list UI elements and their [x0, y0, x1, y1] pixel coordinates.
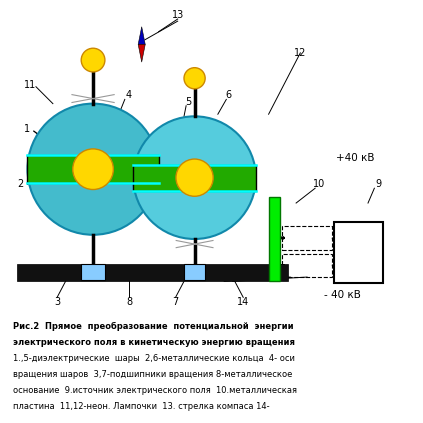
Text: 14: 14 [237, 297, 249, 307]
Circle shape [73, 149, 113, 190]
Bar [81, 264, 104, 280]
Text: 2: 2 [17, 179, 23, 189]
Text: 1.,5-диэлектрические  шары  2,6-металлические кольца  4- оси: 1.,5-диэлектрические шары 2,6-металличес… [13, 354, 294, 363]
Bar [133, 165, 256, 190]
Text: пластина  11,12-неон. Лампочки  13. стрелка компаса 14-: пластина 11,12-неон. Лампочки 13. стрелк… [13, 402, 269, 411]
Text: Рис.2  Прямое  преобразование  потенциальной  энергии: Рис.2 Прямое преобразование потенциально… [13, 321, 293, 330]
Circle shape [27, 104, 159, 235]
Text: 6: 6 [225, 90, 231, 100]
Text: 5: 5 [185, 96, 191, 107]
Circle shape [81, 48, 105, 72]
Bar [184, 264, 205, 280]
Circle shape [176, 159, 213, 196]
Text: +40 кВ: +40 кВ [336, 153, 375, 163]
Bar [282, 226, 332, 250]
Text: 7: 7 [173, 297, 179, 307]
Text: 3: 3 [54, 297, 60, 307]
Bar [27, 155, 159, 183]
Text: 9: 9 [376, 179, 382, 189]
Bar [334, 222, 383, 283]
Circle shape [184, 68, 205, 89]
Text: 11: 11 [24, 80, 36, 90]
Text: вращения шаров  3,7-подшипники вращения 8-металлическое: вращения шаров 3,7-подшипники вращения 8… [13, 370, 292, 379]
Polygon shape [138, 44, 145, 62]
Bar [269, 197, 280, 281]
Bar [17, 264, 288, 281]
Text: электрического поля в кинетическую энергию вращения: электрического поля в кинетическую энерг… [13, 338, 295, 346]
Text: 8: 8 [126, 297, 132, 307]
Text: основание  9.источник электрического поля  10.металлическая: основание 9.источник электрического поля… [13, 386, 297, 395]
Bar [282, 254, 332, 277]
Text: 12: 12 [294, 48, 307, 58]
Text: - 40 кВ: - 40 кВ [324, 290, 360, 300]
Text: 4: 4 [126, 90, 132, 100]
Text: 13: 13 [172, 10, 184, 20]
Text: 1: 1 [25, 124, 30, 134]
Text: 10: 10 [313, 179, 325, 189]
Polygon shape [138, 27, 145, 44]
Circle shape [133, 116, 256, 239]
